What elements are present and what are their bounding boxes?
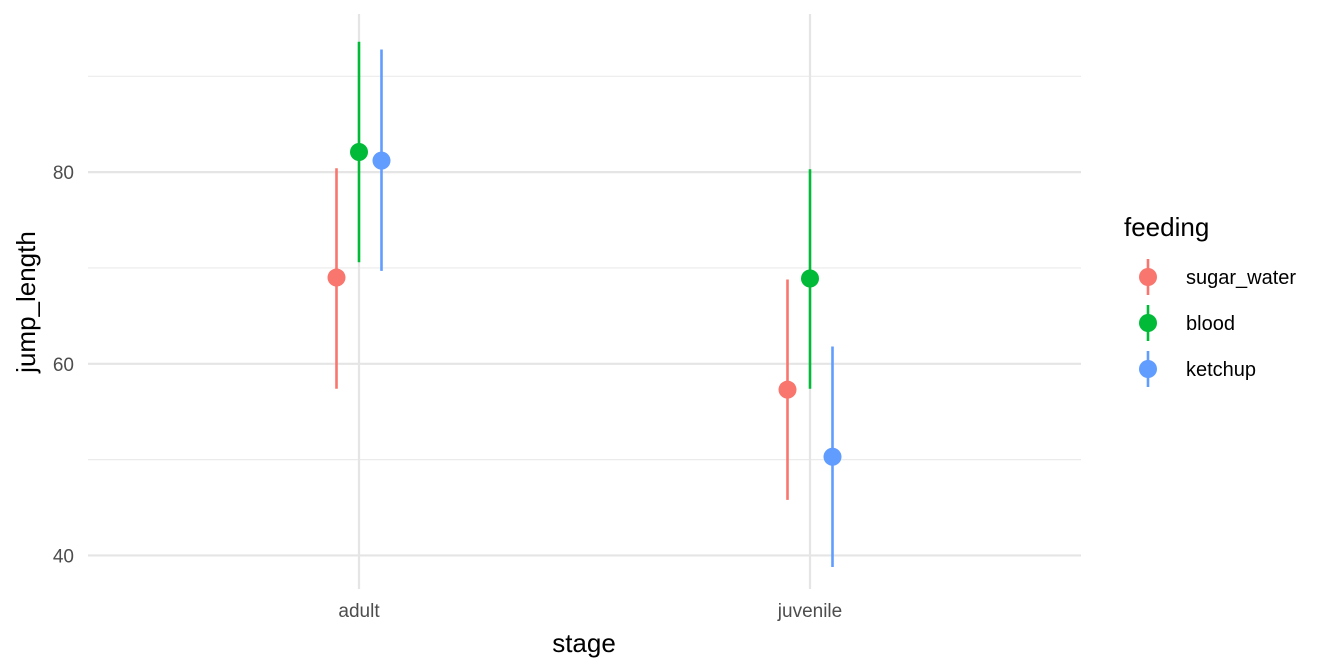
- y-tick-label: 60: [53, 355, 74, 376]
- y-axis-title: jump_length: [11, 231, 41, 374]
- data-point: [778, 380, 797, 399]
- data-marks: [327, 41, 842, 567]
- grid: [88, 14, 1081, 589]
- legend-item-ketchup: ketchup: [1139, 351, 1256, 387]
- data-point: [801, 269, 819, 288]
- legend-label: ketchup: [1186, 359, 1256, 381]
- legend-item-blood: blood: [1139, 305, 1235, 341]
- y-tick-label: 40: [53, 546, 74, 567]
- legend-key-point: [1139, 268, 1157, 286]
- series-ketchup: [372, 49, 842, 567]
- legend-label: blood: [1186, 313, 1235, 335]
- x-axis-title: stage: [552, 628, 616, 658]
- x-tick-label: juvenile: [777, 601, 842, 622]
- legend-key-point: [1139, 314, 1157, 332]
- legend-item-sugar_water: sugar_water: [1139, 259, 1296, 295]
- series-blood: [350, 41, 819, 389]
- data-point: [372, 151, 391, 170]
- legend-key-point: [1139, 360, 1157, 378]
- data-point: [350, 143, 368, 161]
- y-axis-ticks: 40 60 80: [53, 163, 74, 567]
- x-tick-label: adult: [338, 601, 380, 622]
- legend-title: feeding: [1124, 212, 1209, 242]
- x-axis-ticks: adult juvenile: [338, 601, 842, 622]
- data-point: [327, 268, 346, 287]
- series-sugar_water: [327, 168, 797, 500]
- y-tick-label: 80: [53, 163, 74, 184]
- data-point: [823, 447, 842, 466]
- legend-label: sugar_water: [1186, 267, 1296, 289]
